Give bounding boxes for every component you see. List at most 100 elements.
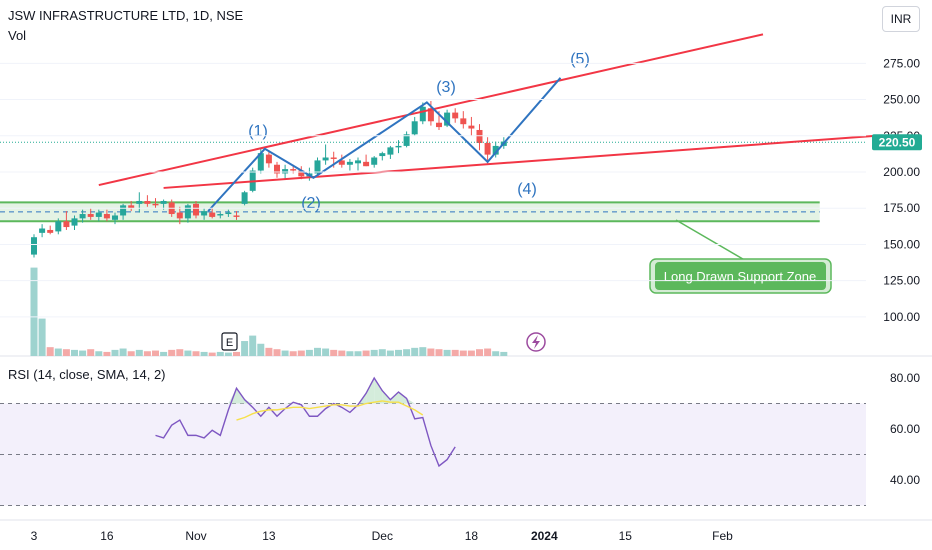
rsi-overbought-fill	[366, 378, 375, 404]
price-axis[interactable]: 100.00125.00150.00175.00200.00225.00250.…	[0, 56, 920, 324]
volume-bar	[224, 352, 232, 356]
rsi-tick-label: 40.00	[890, 473, 920, 487]
price-tick-label: 200.00	[883, 165, 920, 179]
volume-bar	[378, 349, 386, 356]
elliott-wave-line[interactable]	[207, 77, 562, 212]
volume-bar	[297, 350, 305, 356]
volume-bar	[119, 348, 127, 356]
volume-bar	[265, 347, 273, 356]
time-tick-label: Feb	[712, 529, 733, 543]
candle-body	[419, 106, 426, 122]
volume-bar	[370, 349, 378, 356]
volume-bar	[135, 349, 143, 356]
earnings-marker[interactable]: E	[221, 332, 238, 351]
volume-bar	[127, 351, 135, 356]
volume-bar	[95, 351, 103, 356]
candle-body	[330, 157, 337, 159]
volume-bar	[346, 351, 354, 356]
price-tick-label: 250.00	[883, 93, 920, 107]
volume-bar	[451, 349, 459, 356]
volume-bar	[322, 348, 330, 356]
candle-body	[144, 200, 151, 204]
time-axis[interactable]: 3 16 Nov 13 Dec 18 2024 15 Feb	[31, 529, 734, 543]
rsi-pane[interactable]	[0, 376, 866, 506]
candle-body	[298, 170, 305, 177]
volume-bar	[54, 348, 62, 356]
price-tick-label: 100.00	[883, 310, 920, 324]
candle-body	[160, 200, 167, 204]
volume-bar	[62, 349, 70, 356]
volume-bar	[208, 352, 216, 356]
time-tick-label: 18	[465, 529, 479, 543]
time-tick-label: 16	[100, 529, 114, 543]
last-price-value: 220.50	[879, 135, 916, 149]
volume-bar	[87, 349, 95, 356]
candle-body	[427, 108, 434, 122]
volume-bars	[30, 267, 508, 356]
volume-bar	[443, 349, 451, 356]
candle-body	[71, 218, 78, 226]
candle-body	[444, 112, 451, 126]
support-zone[interactable]	[0, 201, 820, 223]
volume-bar	[354, 351, 362, 356]
volume-bar	[305, 349, 313, 356]
rsi-axis[interactable]: 40.00 60.00 80.00	[890, 371, 920, 487]
price-tick-label: 175.00	[883, 201, 920, 215]
candle-body	[468, 125, 475, 129]
volume-bar	[281, 350, 289, 356]
upper-channel-line[interactable]	[98, 33, 764, 187]
candle-body	[411, 121, 418, 135]
candle-body	[492, 145, 499, 155]
wave-label-3: (3)	[436, 79, 456, 96]
candle-body	[79, 214, 86, 219]
wave-label-5: (5)	[570, 51, 590, 68]
volume-bar	[168, 349, 176, 356]
volume-bar	[273, 349, 281, 356]
volume-bar	[30, 267, 38, 356]
wave-label-2: (2)	[301, 195, 321, 212]
rsi-title: RSI (14, close, SMA, 14, 2)	[8, 367, 166, 382]
candle-body	[338, 160, 345, 165]
volume-bar	[427, 348, 435, 356]
price-tick-label: 125.00	[883, 274, 920, 288]
wave-label-4: (4)	[517, 181, 537, 198]
rsi-ma-line	[236, 400, 424, 421]
candle-body	[201, 211, 208, 216]
candle-body	[460, 118, 467, 125]
lower-channel-line[interactable]	[163, 134, 877, 189]
candle-body	[184, 205, 191, 219]
earnings-icon	[221, 332, 238, 351]
candle-body	[452, 112, 459, 119]
volume-bar	[476, 349, 483, 356]
volume-bar	[103, 351, 111, 356]
volume-bar	[459, 350, 467, 356]
candle-body	[55, 221, 62, 232]
candle-body	[87, 214, 94, 217]
zone-callout-text: Long Drawn Support Zone	[664, 269, 816, 284]
candle-body	[128, 205, 135, 209]
split-marker[interactable]	[526, 332, 546, 352]
volume-bar	[233, 351, 240, 356]
volume-bar	[289, 351, 297, 356]
candle-body	[47, 229, 54, 233]
currency-button[interactable]: INR	[882, 6, 920, 32]
volume-bar	[257, 343, 265, 356]
volume-bar	[467, 350, 475, 356]
volume-bar	[38, 318, 46, 356]
candle-body	[103, 214, 110, 219]
candle-body	[241, 192, 248, 204]
volume-bar	[71, 349, 78, 356]
candle-body	[484, 143, 491, 155]
rsi-tick-label: 80.00	[890, 371, 920, 385]
candle-body	[152, 203, 159, 206]
candle-body	[120, 205, 127, 216]
candle-body	[193, 203, 199, 216]
volume-bar	[216, 351, 224, 356]
candle-body	[112, 215, 118, 220]
volume-label: Vol	[8, 28, 26, 43]
candle-body	[31, 237, 37, 255]
volume-bar	[241, 341, 249, 356]
rsi-line	[155, 376, 456, 468]
rsi-overbought-fill	[374, 378, 383, 404]
